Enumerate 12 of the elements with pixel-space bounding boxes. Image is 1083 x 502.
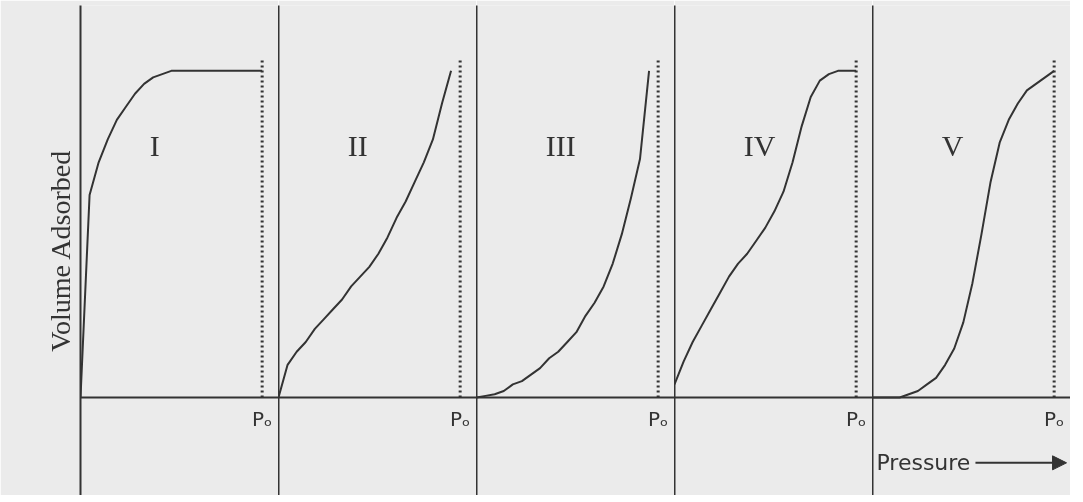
annotation: III (545, 129, 576, 163)
y-axis-title: Volume Adsorbed (44, 150, 76, 352)
text: Pₒ (845, 407, 867, 432)
text: Pₒ (251, 407, 273, 432)
annotation: II (347, 129, 368, 163)
text: Pₒ (1043, 407, 1065, 432)
annotation: V (941, 129, 964, 163)
annotation: IV (743, 129, 776, 163)
annotation: I (149, 129, 160, 163)
text: Pₒ (449, 407, 471, 432)
x-axis-title: Pressure (876, 450, 971, 476)
text: Pₒ (647, 407, 669, 432)
